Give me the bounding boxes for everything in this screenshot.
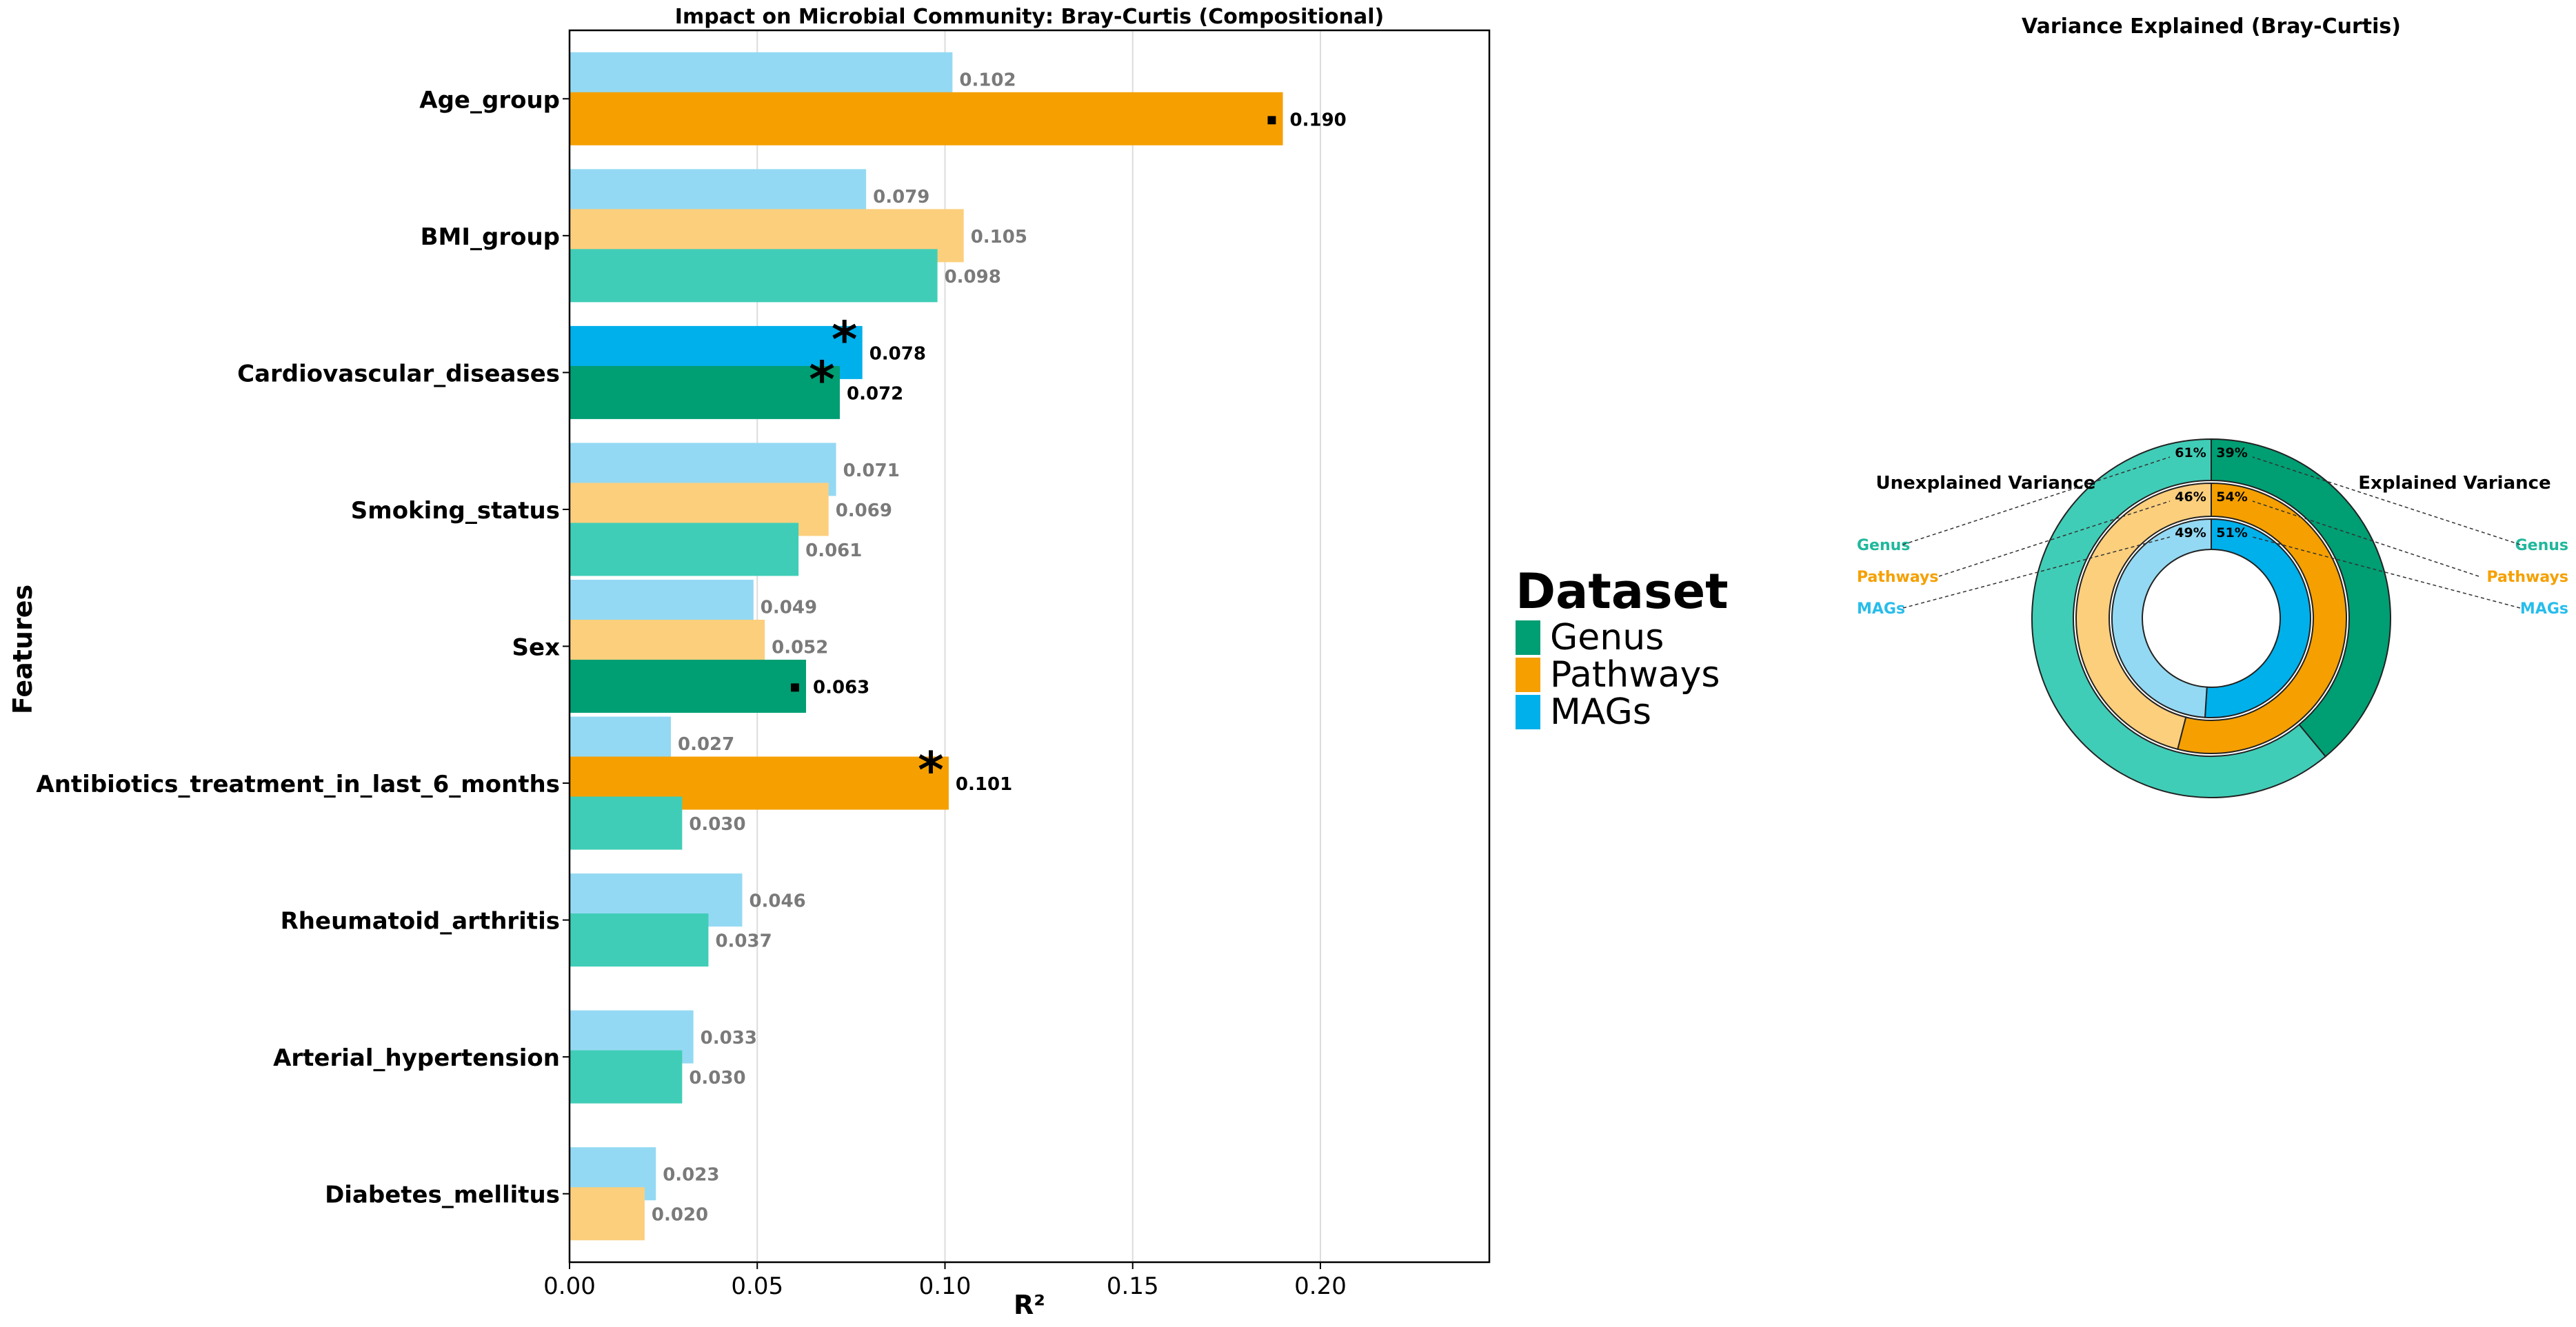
donut-explained-pct: 51% (2216, 525, 2247, 540)
significance-marker: ▪ (789, 677, 801, 696)
x-axis-label: R² (1014, 1290, 1045, 1320)
donut-side-label-right: Pathways (2487, 569, 2569, 586)
y-tick-label: Age_group (419, 86, 560, 114)
donut-explained-pct: 39% (2216, 445, 2247, 460)
data-label: 0.079 (873, 187, 929, 207)
donut-left-heading: Unexplained Variance (1876, 473, 2096, 494)
leader-line-right (2252, 536, 2521, 609)
leader-line-right (2252, 500, 2479, 577)
donut-unexplained-pct: 46% (2175, 489, 2206, 505)
donut-unexplained-pct: 61% (2175, 445, 2206, 460)
donut-unexplained-pct: 49% (2175, 525, 2206, 540)
data-label: 0.101 (956, 774, 1012, 795)
y-tick-label: Smoking_status (351, 497, 560, 525)
significance-marker: * (918, 741, 944, 799)
leader-line-left (1902, 536, 2171, 609)
data-label: 0.071 (843, 460, 900, 481)
data-label: 0.023 (663, 1165, 719, 1186)
legend-label: MAGs (1550, 691, 1651, 733)
x-tick-label: 0.20 (1294, 1273, 1347, 1300)
data-label: 0.069 (836, 500, 892, 521)
donut-side-label-right: MAGs (2520, 600, 2568, 618)
legend-swatch (1516, 658, 1540, 692)
data-label: 0.037 (715, 931, 772, 952)
y-tick-label: BMI_group (421, 223, 560, 251)
donut-title: Variance Explained (Bray-Curtis) (2022, 14, 2401, 39)
y-axis-label: Features (8, 585, 38, 714)
donut-explained-genus (2211, 438, 2391, 758)
bar-genus (570, 660, 807, 713)
donut-side-label-left: Genus (1857, 537, 1910, 554)
bar-genus (570, 1050, 683, 1104)
donut-side-label-left: MAGs (1857, 600, 1905, 618)
bar-genus (570, 249, 938, 303)
y-tick-label: Antibiotics_treatment_in_last_6_months (36, 771, 560, 798)
legend-label: Pathways (1550, 654, 1720, 696)
donut-unexplained-mags (2111, 518, 2212, 718)
data-label: 0.020 (652, 1205, 708, 1226)
y-tick-label: Diabetes_mellitus (325, 1182, 560, 1209)
data-label: 0.049 (761, 598, 817, 618)
x-tick-label: 0.00 (543, 1273, 596, 1300)
y-tick-label: Sex (512, 634, 561, 662)
bar-genus (570, 913, 709, 967)
legend-title: Dataset (1516, 563, 1729, 620)
bar-genus (570, 365, 841, 419)
data-label: 0.102 (959, 70, 1016, 90)
significance-marker: * (809, 350, 835, 408)
donut-explained-pct: 54% (2216, 489, 2247, 505)
data-label: 0.061 (805, 540, 862, 561)
donut: 39% 61% 54% 46% 51% 49% (2031, 438, 2391, 798)
legend-swatch (1516, 695, 1540, 729)
data-label: 0.027 (678, 734, 734, 755)
y-tick-label: Rheumatoid_arthritis (281, 908, 560, 935)
legend-swatch (1516, 620, 1540, 655)
data-label: 0.105 (971, 227, 1027, 247)
data-label: 0.063 (813, 678, 869, 698)
data-label: 0.030 (689, 1068, 745, 1088)
y-tick-label: Cardiovascular_diseases (237, 360, 560, 387)
legend-label: Genus (1550, 617, 1664, 658)
x-tick-label: 0.15 (1107, 1273, 1159, 1300)
plot-frame (568, 29, 1491, 1264)
data-label: 0.046 (749, 891, 805, 912)
bar-pathways (570, 92, 1283, 145)
donut-explained-pathways (2177, 482, 2348, 754)
leader-line-left (1902, 456, 2171, 545)
data-label: 0.078 (869, 343, 926, 364)
x-tick-label: 0.05 (731, 1273, 783, 1300)
data-label: 0.190 (1290, 110, 1347, 130)
bar-chart-title: Impact on Microbial Community: Bray-Curt… (675, 5, 1384, 29)
y-tick-label: Arterial_hypertension (273, 1044, 560, 1072)
leader-line-left (1938, 500, 2171, 577)
data-label: 0.098 (945, 267, 1001, 287)
donut-side-label-right: Genus (2515, 537, 2568, 554)
significance-marker: * (832, 310, 858, 368)
data-label: 0.033 (701, 1028, 757, 1049)
donut-right-heading: Explained Variance (2358, 473, 2550, 494)
donut-side-label-left: Pathways (1857, 569, 1939, 586)
data-label: 0.052 (772, 638, 828, 658)
donut-unexplained-pathways (2075, 482, 2212, 751)
data-label: 0.072 (847, 383, 903, 404)
donut-unexplained-genus (2031, 438, 2327, 798)
significance-marker: ▪ (1266, 109, 1277, 128)
bar-genus (570, 796, 683, 850)
donut-explained-mags (2204, 518, 2311, 718)
bar-pathways (570, 1187, 645, 1241)
bar-genus (570, 523, 799, 576)
data-label: 0.030 (689, 814, 745, 835)
x-tick-label: 0.10 (919, 1273, 972, 1300)
